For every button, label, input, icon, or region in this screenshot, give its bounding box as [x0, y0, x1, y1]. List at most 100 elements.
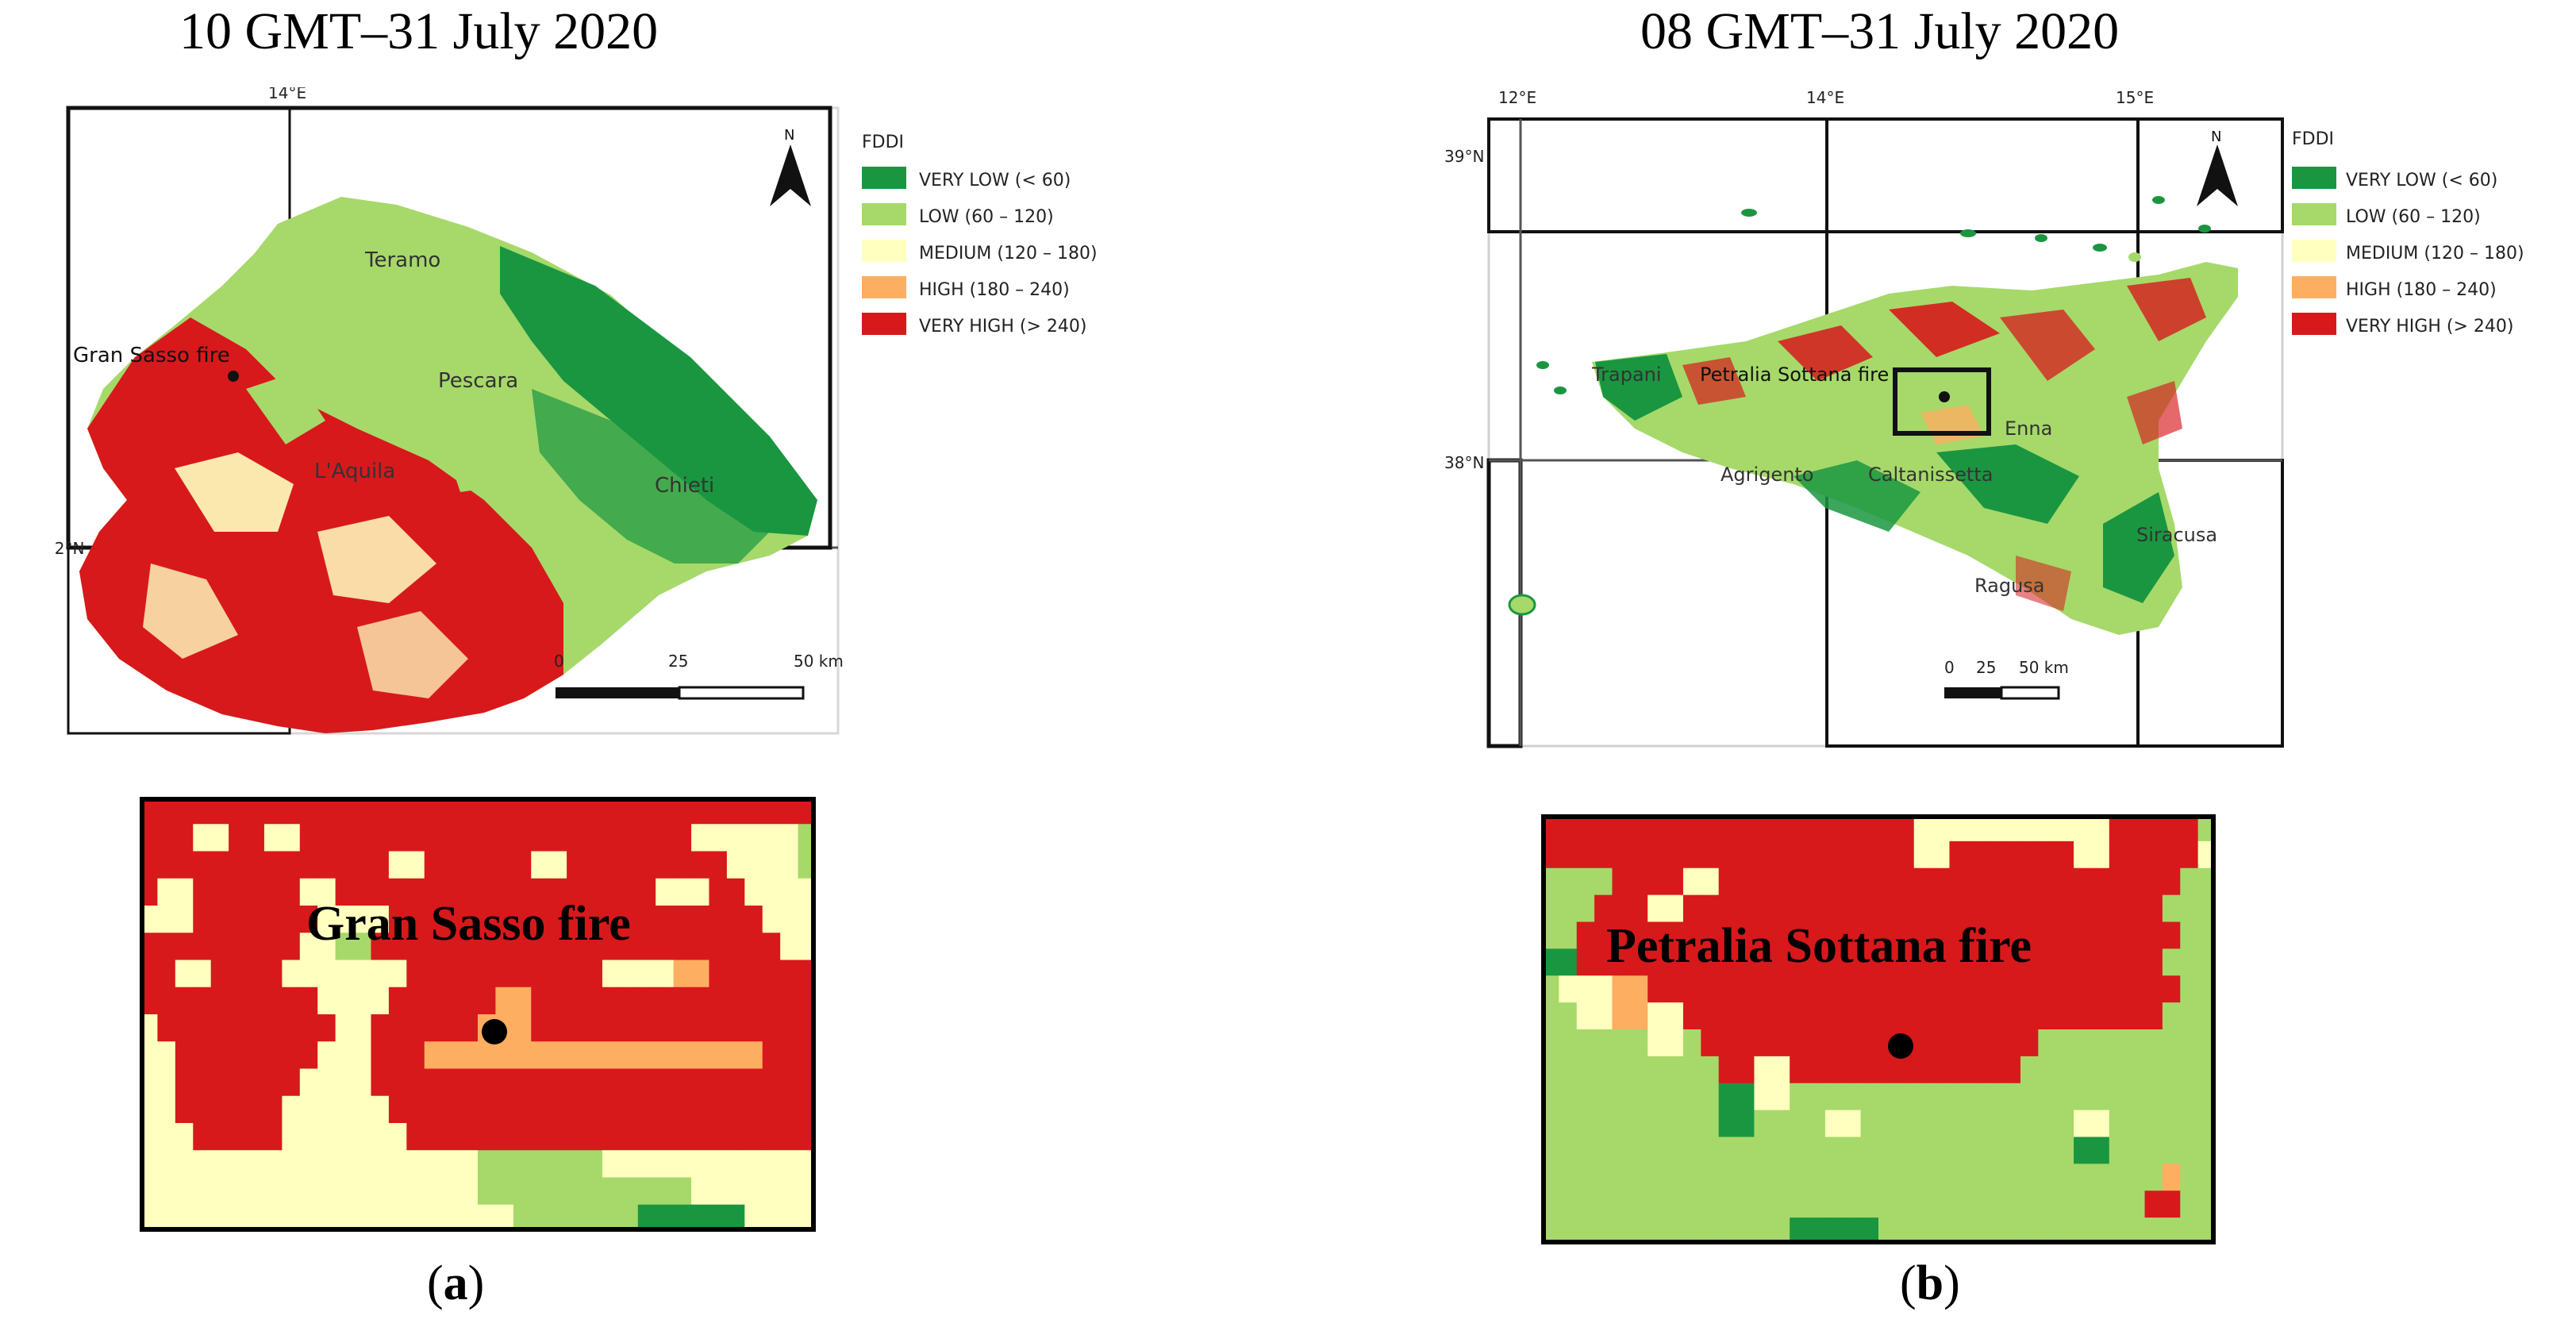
fddi-cell [2162, 1110, 2181, 1138]
fddi-cell [691, 1204, 710, 1232]
panel-a-scale-bar: 0 25 50 km [554, 652, 844, 700]
fddi-cell [210, 933, 229, 961]
fddi-cell [513, 1041, 532, 1070]
fddi-cell [2180, 1083, 2199, 1111]
petralia-fire-label: Petralia Sottana fire [1606, 919, 2032, 973]
fddi-cell [1576, 1190, 1595, 1218]
fddi-cell [2055, 1190, 2074, 1218]
fddi-cell [442, 1123, 461, 1151]
svg-text:MEDIUM (120 – 180): MEDIUM (120 – 180) [919, 244, 1098, 263]
fddi-cell [263, 824, 283, 852]
fddi-cell [210, 1204, 229, 1232]
fddi-cell [1647, 840, 1667, 869]
fddi-cell [1967, 1002, 1986, 1030]
fddi-cell [1576, 948, 1595, 976]
fddi-cell [1771, 1056, 1790, 1084]
fddi-cell [620, 933, 639, 961]
fddi-cell [780, 1123, 799, 1151]
fddi-cell [1665, 975, 1684, 1003]
fddi-cell [1576, 1137, 1595, 1164]
fddi-cell [780, 906, 799, 933]
fddi-cell [299, 1014, 318, 1042]
fddi-cell [762, 851, 781, 879]
fddi-cell [2144, 814, 2163, 842]
fddi-cell [1736, 1217, 1755, 1244]
fddi-cell [478, 851, 497, 879]
fddi-cell [2127, 1002, 2146, 1030]
fddi-cell [175, 933, 194, 961]
fddi-cell [1647, 1056, 1667, 1084]
fddi-cell [2055, 1002, 2074, 1030]
fddi-cell [406, 878, 425, 906]
fddi-cell [548, 1177, 567, 1206]
fddi-cell [2038, 948, 2057, 976]
fddi-cell [335, 960, 354, 988]
fddi-cell [567, 1041, 586, 1070]
fddi-cell [193, 824, 212, 852]
fddi-cell [1824, 1190, 1844, 1218]
fddi-cell [584, 851, 603, 879]
fddi-cell [406, 1095, 425, 1124]
fddi-cell [762, 1123, 781, 1151]
fddi-cell [478, 1041, 497, 1070]
fddi-cell [335, 1123, 354, 1151]
fddi-cell [388, 1177, 407, 1206]
fddi-cell [193, 1041, 212, 1070]
fddi-cell [1559, 814, 1578, 842]
panel-b-legend: FDDI VERY LOW (< 60) LOW (60 – 120) MEDI… [2292, 129, 2524, 337]
fddi-cell [1967, 975, 1986, 1003]
fddi-cell [762, 1095, 781, 1124]
legend-item-low: LOW (60 – 120) [862, 203, 1054, 227]
fddi-cell [246, 906, 265, 933]
fddi-cell [548, 851, 567, 879]
fddi-cell [2020, 1083, 2039, 1111]
fddi-cell [637, 851, 656, 879]
fddi-cell [584, 987, 603, 1015]
fddi-cell [2180, 1164, 2199, 1191]
fddi-cell [1754, 1056, 1773, 1084]
fddi-cell [1807, 948, 1826, 976]
fddi-cell [2180, 921, 2199, 949]
fddi-cell [2144, 840, 2163, 869]
fddi-cell [442, 906, 461, 933]
fddi-cell [584, 906, 603, 933]
fddi-cell [656, 906, 675, 933]
fddi-cell [263, 987, 283, 1015]
fddi-cell [762, 960, 781, 988]
fddi-cell [175, 1204, 194, 1232]
fddi-cell [1967, 1056, 1986, 1084]
fddi-cell [762, 824, 781, 852]
fddi-cell [210, 797, 229, 825]
fddi-cell [584, 1041, 603, 1070]
fddi-cell [2074, 1217, 2093, 1244]
fddi-cell [1771, 894, 1790, 923]
panel-a-caption: (a) [427, 1256, 485, 1310]
fddi-cell [1718, 867, 1737, 896]
fddi-cell [620, 1150, 639, 1179]
fddi-cell [2074, 814, 2093, 842]
fddi-cell [2074, 867, 2093, 896]
fddi-cell [1736, 1083, 1755, 1111]
fddi-cell [495, 960, 514, 988]
fddi-cell [1843, 1083, 1862, 1111]
fddi-cell [1701, 840, 1720, 869]
fddi-cell [1718, 1083, 1737, 1111]
fddi-cell [210, 851, 229, 879]
fddi-cell [157, 1177, 176, 1206]
fddi-cell [1985, 921, 2004, 949]
fddi-cell [2127, 1056, 2146, 1084]
fddi-cell [2109, 1056, 2128, 1084]
fddi-cell [317, 797, 336, 825]
fddi-cell [406, 1068, 425, 1097]
fddi-cell [210, 960, 229, 988]
fddi-cell [548, 1095, 567, 1124]
fddi-cell [2020, 975, 2039, 1003]
place-trapani: Trapani [1591, 363, 1662, 386]
fddi-cell [1736, 1137, 1755, 1164]
fddi-cell [459, 797, 479, 825]
fddi-cell [2020, 1217, 2039, 1244]
fddi-cell [2144, 948, 2163, 976]
place-enna: Enna [2005, 417, 2052, 440]
fddi-cell [1860, 921, 1879, 949]
fddi-cell [1718, 1110, 1737, 1138]
